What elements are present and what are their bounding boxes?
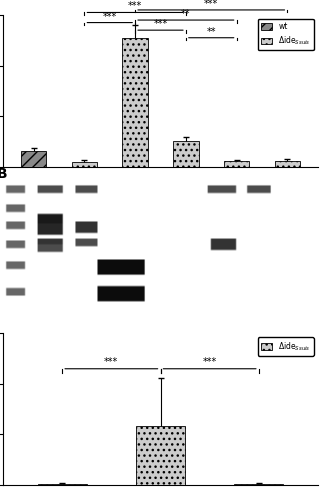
Bar <box>224 161 249 166</box>
Text: -: - <box>82 184 86 194</box>
Bar <box>21 152 46 166</box>
Text: ***: *** <box>104 356 118 366</box>
Text: B: B <box>0 166 7 180</box>
Text: -: - <box>82 194 86 204</box>
Bar <box>122 38 148 166</box>
Legend: wt, $\Delta$ide$_{Ssuis}$: wt, $\Delta$ide$_{Ssuis}$ <box>258 19 314 50</box>
Text: 2: 2 <box>183 184 189 194</box>
Text: 20: 20 <box>129 184 141 194</box>
Text: 20: 20 <box>281 194 294 204</box>
Legend: $\Delta$ide$_{Ssuis}$: $\Delta$ide$_{Ssuis}$ <box>258 337 314 356</box>
Bar <box>275 160 300 166</box>
Text: **: ** <box>181 9 191 19</box>
Text: -: - <box>286 184 289 194</box>
Text: -: - <box>32 194 35 204</box>
Bar <box>234 484 283 485</box>
Text: ***: *** <box>103 12 117 22</box>
Text: ***: *** <box>203 356 217 366</box>
Text: -: - <box>235 194 239 204</box>
Text: -: - <box>134 194 137 204</box>
Text: ***: *** <box>204 0 218 9</box>
Bar <box>173 142 199 167</box>
Bar <box>38 484 87 485</box>
Text: 0.2: 0.2 <box>229 184 244 194</box>
Bar <box>136 426 185 485</box>
Text: ***: *** <box>153 19 168 29</box>
Text: **: ** <box>206 26 216 36</box>
Bar <box>72 162 97 166</box>
Text: -: - <box>184 194 187 204</box>
Text: ***: *** <box>128 2 142 12</box>
Text: -: - <box>32 184 35 194</box>
